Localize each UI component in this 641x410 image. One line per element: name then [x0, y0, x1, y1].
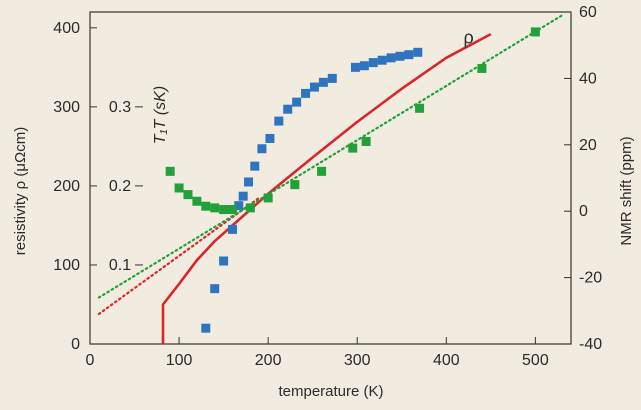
data-point [210, 203, 220, 213]
data-point [228, 205, 238, 215]
y-right-tick-label: -40 [579, 336, 602, 353]
plot-frame [89, 11, 572, 345]
x-tick-label: 100 [166, 352, 193, 369]
data-point [395, 51, 405, 61]
data-point [413, 47, 423, 57]
y-axis-left-title: resistivity ρ (μΩcm) [12, 127, 29, 255]
y-inner-tick-label: 0.2 [109, 178, 131, 195]
data-point [265, 133, 275, 143]
x-tick-label: 200 [255, 352, 282, 369]
data-point [377, 55, 387, 65]
data-point [350, 62, 360, 72]
y-right-tick-label: -20 [579, 270, 602, 287]
x-tick-label: 400 [433, 352, 460, 369]
data-point [283, 104, 293, 114]
data-point [183, 190, 193, 200]
data-point [165, 166, 175, 176]
data-point [192, 196, 202, 206]
data-point [228, 224, 238, 234]
data-point [257, 144, 267, 154]
data-point [386, 53, 396, 63]
y-right-tick-label: 0 [579, 203, 588, 220]
data-point [359, 61, 369, 71]
y-right-tick-label: 60 [579, 4, 597, 21]
data-point [238, 191, 248, 201]
y-left-tick-label: 300 [53, 99, 80, 116]
data-point [301, 88, 311, 98]
data-point [348, 143, 358, 153]
data-point [263, 193, 273, 203]
data-point [274, 116, 284, 126]
y-right-tick-label: 20 [579, 137, 597, 154]
y-left-tick-label: 100 [53, 257, 80, 274]
data-point [219, 205, 229, 215]
data-point [477, 63, 487, 73]
data-point [201, 201, 211, 211]
series-fit-line [97, 14, 564, 299]
y-inner-tick-label: 0.1 [109, 257, 131, 274]
data-point [415, 103, 425, 113]
data-point [317, 166, 327, 176]
data-point [174, 183, 184, 193]
data-point [234, 201, 244, 211]
y-left-tick-label: 0 [71, 336, 80, 353]
rho-annotation: ρ [463, 28, 473, 48]
data-point [210, 284, 220, 294]
data-point [201, 323, 211, 333]
x-axis-title: temperature (K) [278, 383, 383, 400]
y-axis-right-title: NMR shift (ppm) [618, 136, 635, 245]
y-axis-inner-title: T₁T (sK) [152, 86, 169, 144]
data-point [404, 50, 414, 60]
y-right-tick-label: 40 [579, 70, 597, 87]
x-tick-label: 500 [522, 352, 549, 369]
data-point [244, 177, 254, 187]
data-point [361, 136, 371, 146]
x-tick-label: 300 [344, 352, 371, 369]
data-point [245, 203, 255, 213]
y-left-tick-label: 200 [53, 178, 80, 195]
data-point [327, 73, 337, 83]
data-point [309, 82, 319, 92]
y-left-tick-label: 400 [53, 20, 80, 37]
data-point [292, 97, 302, 107]
y-inner-tick-label: 0.3 [109, 99, 131, 116]
data-point [219, 256, 229, 266]
data-point [250, 161, 260, 171]
data-point [290, 180, 300, 190]
x-tick-label: 0 [86, 352, 95, 369]
data-point [318, 77, 328, 87]
data-point [368, 58, 378, 68]
